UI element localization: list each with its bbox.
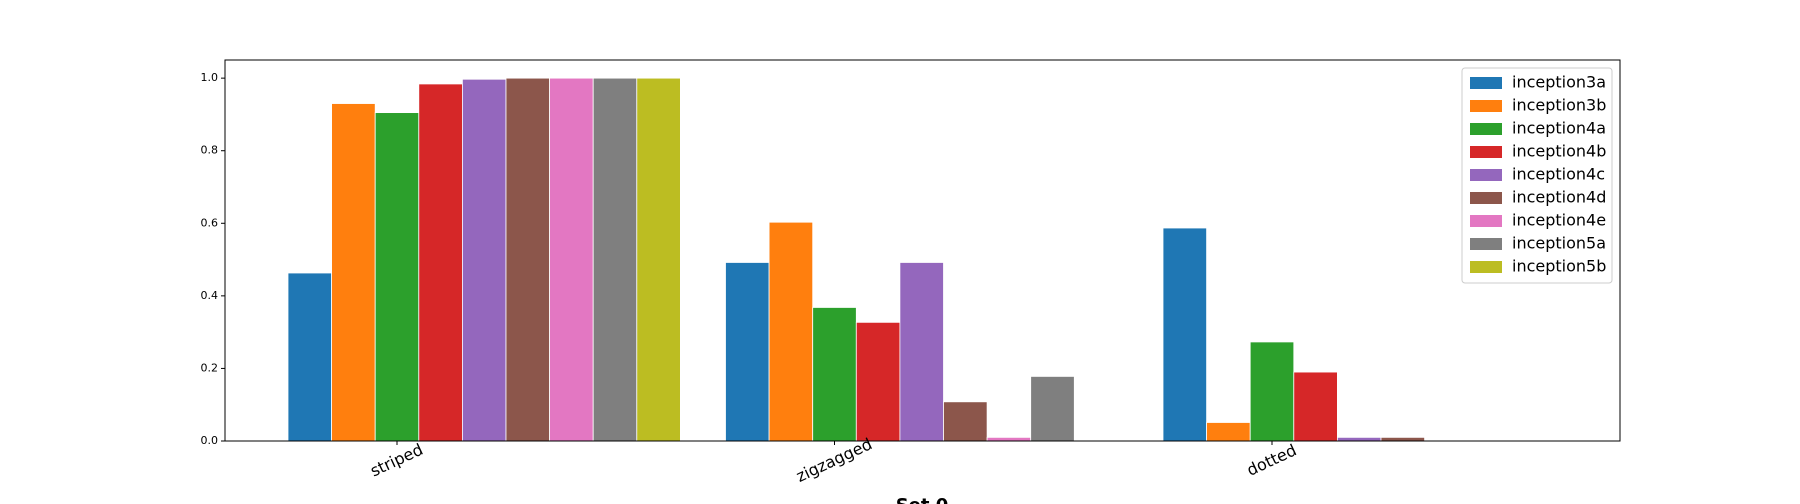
- x-tick-label: dotted: [1244, 440, 1300, 479]
- bar: [1337, 436, 1382, 442]
- legend-label: inception5a: [1512, 234, 1606, 253]
- legend-swatch: [1470, 123, 1502, 135]
- x-tick-label: striped: [367, 440, 426, 481]
- bar: [592, 77, 638, 442]
- bar: [1162, 227, 1207, 442]
- legend-label: inception4c: [1512, 165, 1605, 184]
- legend-label: inception3b: [1512, 96, 1606, 115]
- legend-swatch: [1470, 238, 1502, 250]
- legend-box: [1461, 67, 1613, 284]
- bar: [986, 436, 1032, 442]
- bar: [636, 77, 681, 442]
- bar: [549, 77, 594, 442]
- legend-swatch: [1470, 192, 1502, 204]
- bar: [943, 401, 988, 442]
- legend-label: inception4b: [1512, 142, 1606, 161]
- legend-label: inception5b: [1512, 257, 1606, 276]
- y-tick-label: 0.0: [201, 434, 219, 447]
- y-tick-label: 0.8: [201, 144, 219, 157]
- bar: [1380, 436, 1425, 442]
- legend-swatch: [1470, 215, 1502, 227]
- y-tick-label: 0.2: [201, 361, 219, 374]
- legend-label: inception3a: [1512, 73, 1606, 92]
- bar: [1206, 422, 1251, 442]
- bar: [374, 112, 420, 442]
- bar: [287, 272, 332, 442]
- legend-label: inception4d: [1512, 188, 1606, 207]
- y-tick-label: 0.6: [201, 216, 219, 229]
- bar: [461, 78, 507, 442]
- legend-swatch: [1470, 169, 1502, 181]
- bar: [812, 307, 857, 442]
- legend-label: inception4e: [1512, 211, 1606, 230]
- legend-label: inception4a: [1512, 119, 1606, 138]
- legend-swatch: [1470, 261, 1502, 273]
- bar: [899, 262, 944, 442]
- legend-swatch: [1470, 146, 1502, 158]
- bar: [505, 77, 550, 442]
- bar: [768, 221, 814, 442]
- legend-swatch: [1470, 100, 1502, 112]
- bar: [1030, 376, 1075, 442]
- bar: [331, 103, 376, 442]
- y-tick-label: 1.0: [201, 71, 219, 84]
- bar: [1249, 341, 1295, 442]
- bar: [418, 83, 463, 442]
- y-tick-label: 0.4: [201, 289, 219, 302]
- plot-frame: [224, 59, 1621, 442]
- legend-swatch: [1470, 77, 1502, 89]
- bar: [1293, 371, 1338, 442]
- bar: [855, 321, 901, 442]
- bar: [725, 262, 770, 442]
- x-axis-label: Set 0: [896, 495, 949, 504]
